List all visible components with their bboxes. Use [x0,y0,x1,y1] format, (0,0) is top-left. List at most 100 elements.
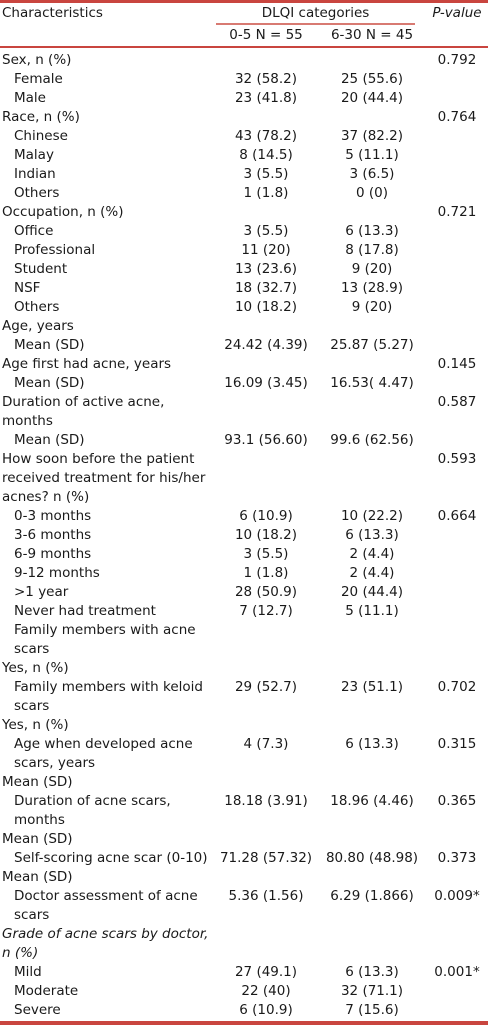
table-row: Yes, n (%) [0,659,488,678]
row-label: Male [14,90,46,106]
cell-p-value: 0.365 [437,793,477,809]
row-label: Student [14,261,68,277]
table-row: Office 3 (5.5) 6 (13.3) [0,222,488,241]
table-row: Sex, n (%) 0.792 [0,51,488,70]
table-row: 3-6 months 10 (18.2) 6 (13.3) [0,526,488,545]
cell-p-value: 0.009* [434,888,480,904]
cell-dlqi-0-5: 28 (50.9) [234,584,298,600]
row-label: Occupation, n (%) [2,204,124,220]
table-body: Sex, n (%) 0.792 Female 32 (58.2) 25 (55.6) M… [0,51,488,1020]
cell-p-value: 0.373 [437,850,477,866]
cell-dlqi-6-30: 8 (17.8) [345,242,399,258]
row-label: scars [14,698,50,714]
row-label: scars [14,641,50,657]
row-label: Family members with acne [14,622,196,638]
cell-dlqi-6-30: 25 (55.6) [340,71,404,87]
cell-dlqi-0-5: 32 (58.2) [234,71,298,87]
cell-dlqi-6-30: 7 (15.6) [345,1002,399,1018]
row-label: Never had treatment [14,603,156,619]
table-row: 0-3 months 6 (10.9) 10 (22.2) 0.664 [0,507,488,526]
cell-dlqi-0-5: 16.09 (3.45) [224,375,308,391]
cell-p-value: 0.792 [437,52,477,68]
row-label: Mean (SD) [14,375,85,391]
cell-dlqi-6-30: 2 (4.4) [349,546,395,562]
table-row: Mean (SD) 93.1 (56.60) 99.6 (62.56) [0,431,488,450]
table-row: Student 13 (23.6) 9 (20) [0,260,488,279]
table-row: Others 10 (18.2) 9 (20) [0,298,488,317]
cell-dlqi-0-5: 22 (40) [241,983,291,999]
table-row: months [0,811,488,830]
cell-dlqi-6-30: 9 (20) [351,299,393,315]
row-label: Mean (SD) [2,869,73,885]
cell-dlqi-0-5: 11 (20) [241,242,291,258]
row-label: Mean (SD) [2,831,73,847]
row-label: Others [14,185,60,201]
cell-dlqi-0-5: 10 (18.2) [234,527,298,543]
cell-p-value: 0.315 [437,736,477,752]
table-row: Mean (SD) [0,773,488,792]
cell-dlqi-6-30: 20 (44.4) [340,584,404,600]
cell-p-value: 0.664 [437,508,477,524]
cell-dlqi-6-30: 2 (4.4) [349,565,395,581]
table-row: >1 year 28 (50.9) 20 (44.4) [0,583,488,602]
cell-dlqi-6-30: 6.29 (1.866) [330,888,414,904]
cell-dlqi-6-30: 10 (22.2) [340,508,404,524]
cell-p-value: 0.764 [437,109,477,125]
row-label: Age when developed acne [14,736,193,752]
cell-dlqi-6-30: 6 (13.3) [345,736,399,752]
row-label: Race, n (%) [2,109,80,125]
table-row: Never had treatment 7 (12.7) 5 (11.1) [0,602,488,621]
cell-dlqi-6-30: 5 (11.1) [345,147,399,163]
row-label: >1 year [14,584,69,600]
row-label: 0-3 months [14,508,92,524]
cell-p-value: 0.001* [434,964,480,980]
cell-dlqi-6-30: 25.87 (5.27) [330,337,414,353]
cell-dlqi-0-5: 93.1 (56.60) [224,432,308,448]
row-label: 3-6 months [14,527,92,543]
table-row: acnes? n (%) [0,488,488,507]
cell-dlqi-6-30: 5 (11.1) [345,603,399,619]
cell-dlqi-6-30: 20 (44.4) [340,90,404,106]
table-row: scars [0,906,488,925]
cell-dlqi-6-30: 18.96 (4.46) [330,793,414,809]
cell-dlqi-6-30: 32 (71.1) [340,983,404,999]
table-row: How soon before the patient 0.593 [0,450,488,469]
row-label: scars [14,907,50,923]
row-label: Professional [14,242,96,258]
table-row: Mean (SD) 24.42 (4.39) 25.87 (5.27) [0,336,488,355]
bottom-rule [0,1021,488,1025]
row-label: Indian [14,166,56,182]
row-label: Duration of active acne, [2,394,165,410]
table-row: scars [0,697,488,716]
cell-dlqi-6-30: 13 (28.9) [340,280,404,296]
header-group-0-5: 0-5 N = 55 [229,27,303,43]
cell-dlqi-6-30: 9 (20) [351,261,393,277]
table-row: Age when developed acne 4 (7.3) 6 (13.3) 0.… [0,735,488,754]
header-dlqi-categories: DLQI categories [261,5,370,21]
cell-p-value: 0.593 [437,451,477,467]
row-label: Age, years [2,318,74,334]
row-label: Severe [14,1002,61,1018]
row-label: months [14,812,65,828]
row-label: Yes, n (%) [2,660,69,676]
table-row: Mean (SD) [0,868,488,887]
row-label: Yes, n (%) [2,717,69,733]
cell-dlqi-6-30: 16.53( 4.47) [330,375,414,391]
cell-dlqi-0-5: 3 (5.5) [243,546,289,562]
header-characteristics: Characteristics [2,5,103,21]
cell-p-value: 0.702 [437,679,477,695]
row-label: Self-scoring acne scar (0-10) [14,850,208,866]
row-label: n (%) [2,945,39,961]
cell-dlqi-0-5: 6 (10.9) [239,508,293,524]
table-header: Characteristics DLQI categories P-value … [0,0,488,48]
table-row: scars, years [0,754,488,773]
table-row: Female 32 (58.2) 25 (55.6) [0,70,488,89]
table-row: Severe 6 (10.9) 7 (15.6) [0,1001,488,1020]
cell-dlqi-0-5: 71.28 (57.32) [219,850,313,866]
cell-dlqi-6-30: 0 (0) [355,185,388,201]
header-rule [0,46,488,48]
row-label: Grade of acne scars by doctor, [2,926,209,942]
table-row: Doctor assessment of acne 5.36 (1.56) 6.29… [0,887,488,906]
row-label: months [2,413,53,429]
cell-dlqi-0-5: 18.18 (3.91) [224,793,308,809]
